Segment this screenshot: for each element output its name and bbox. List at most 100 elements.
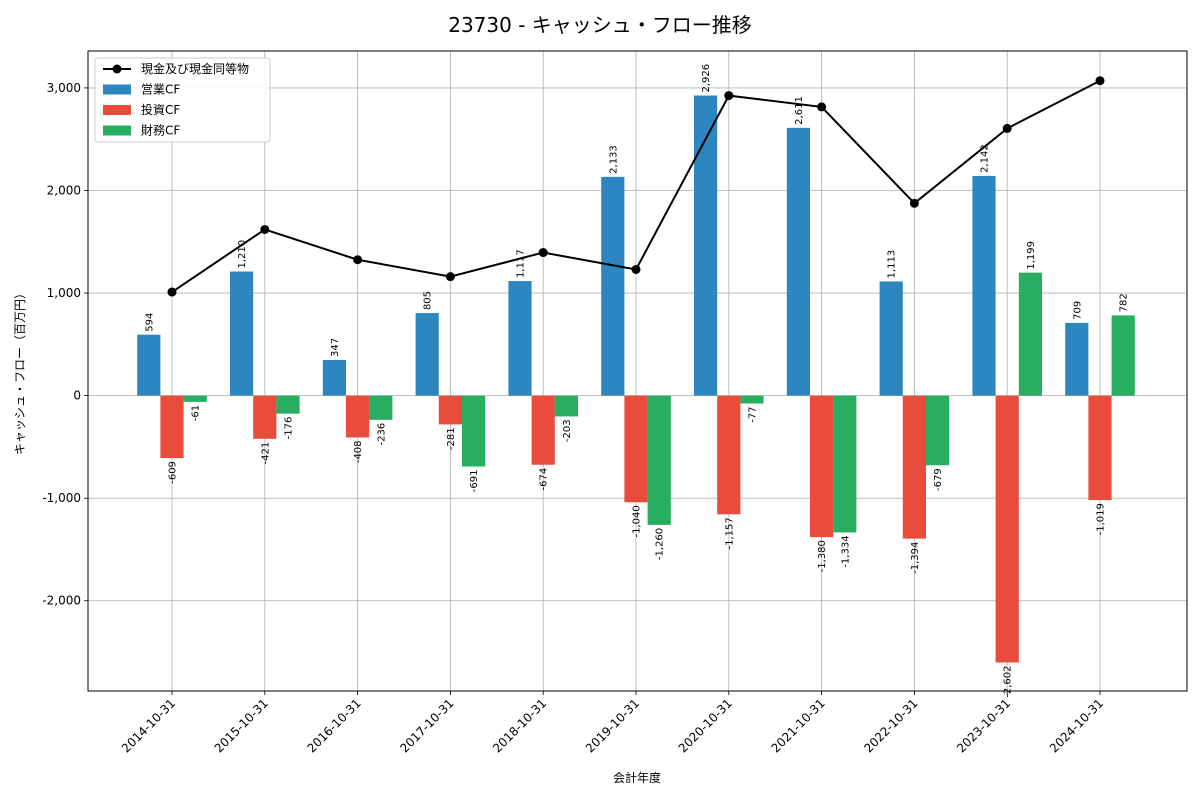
bar-value-label: -77: [748, 407, 759, 423]
cash-point-2015-10-31: [260, 224, 270, 234]
legend-label: 営業CF: [141, 83, 180, 97]
bar-value-label: -1,260: [655, 528, 666, 560]
cash-point-2018-10-31: [538, 248, 548, 258]
bar-営業CF-2017-10-31: [415, 313, 439, 396]
bar-value-label: -674: [539, 468, 550, 491]
x-tick-label: 2018-10-31: [490, 696, 549, 755]
cash-point-2017-10-31: [445, 272, 455, 282]
bar-投資CF-2016-10-31: [346, 395, 370, 438]
bar-value-label: 1,199: [1026, 241, 1037, 270]
y-tick-label: 3,000: [47, 81, 81, 95]
bar-value-label: -236: [376, 423, 387, 446]
bar-営業CF-2016-10-31: [322, 360, 346, 396]
bar-財務CF-2019-10-31: [647, 395, 671, 525]
x-axis-label: 会計年度: [613, 770, 661, 785]
legend-color-swatch: [103, 125, 131, 136]
bar-財務CF-2014-10-31: [183, 395, 207, 402]
bar-value-label: 2,926: [701, 64, 712, 93]
bar-value-label: 805: [423, 291, 434, 310]
cash-point-2016-10-31: [353, 255, 363, 265]
bar-value-label: 709: [1072, 301, 1083, 320]
plot-frame: [87, 50, 1188, 692]
bar-value-label: -1,334: [840, 535, 851, 567]
bar-labels-layer: 594 1,210 347 805 1,117 2,133 2,926 2,611 1,113 2…: [144, 64, 1129, 698]
bar-財務CF-2021-10-31: [833, 395, 857, 533]
legend-label: 財務CF: [141, 123, 180, 138]
y-tick-label: 1,000: [47, 286, 81, 300]
cash-point-2014-10-31: [167, 287, 177, 297]
y-axis-label: キャッシュ・フロー（百万円）: [13, 287, 27, 455]
cash-point-2023-10-31: [1002, 123, 1012, 133]
x-tick-label: 2016-10-31: [305, 696, 364, 755]
bars-layer: [137, 95, 1135, 663]
x-tick-label: 2014-10-31: [119, 696, 178, 755]
bar-投資CF-2019-10-31: [624, 395, 648, 503]
bar-value-label: 347: [330, 338, 341, 357]
bar-投資CF-2017-10-31: [438, 395, 462, 425]
bar-value-label: 2,142: [980, 144, 991, 173]
x-tick-label: 2019-10-31: [583, 696, 642, 755]
y-tick-label: -2,000: [42, 594, 81, 608]
bar-value-label: 594: [144, 313, 155, 332]
cash-point-2022-10-31: [909, 198, 919, 208]
x-tick-label: 2015-10-31: [212, 696, 271, 755]
bar-value-label: 1,117: [516, 249, 527, 278]
bar-財務CF-2015-10-31: [276, 395, 300, 414]
bar-営業CF-2019-10-31: [601, 176, 625, 396]
bar-財務CF-2024-10-31: [1111, 315, 1135, 396]
bar-投資CF-2023-10-31: [995, 395, 1019, 663]
bar-投資CF-2015-10-31: [253, 395, 277, 439]
x-tick-label: 2023-10-31: [954, 696, 1013, 755]
legend-box: [94, 57, 271, 143]
bar-投資CF-2018-10-31: [531, 395, 555, 465]
y-tick-label: 2,000: [47, 183, 81, 197]
cash-point-2020-10-31: [724, 91, 734, 101]
bar-財務CF-2020-10-31: [740, 395, 764, 404]
y-tick-label: 0: [73, 389, 81, 403]
bar-value-label: -1,394: [910, 542, 921, 574]
bar-投資CF-2014-10-31: [160, 395, 184, 459]
bar-財務CF-2018-10-31: [554, 395, 578, 417]
cash-point-2019-10-31: [631, 264, 641, 274]
x-tick-label: 2021-10-31: [769, 696, 828, 755]
bar-財務CF-2017-10-31: [462, 395, 486, 467]
bar-value-label: 1,210: [237, 240, 248, 269]
bar-value-label: -609: [168, 461, 179, 484]
bar-value-label: -1,019: [1096, 503, 1107, 535]
bar-投資CF-2020-10-31: [717, 395, 741, 515]
bar-value-label: 2,611: [794, 96, 805, 125]
bar-財務CF-2022-10-31: [926, 395, 950, 466]
bar-value-label: -61: [191, 405, 202, 421]
bar-営業CF-2022-10-31: [879, 281, 903, 396]
legend-color-swatch: [103, 105, 131, 115]
cash-point-2021-10-31: [817, 102, 827, 112]
bar-value-label: -691: [469, 469, 480, 492]
y-tick-label: -1,000: [42, 491, 81, 505]
bar-value-label: -2,602: [1003, 665, 1014, 697]
bar-営業CF-2018-10-31: [508, 281, 532, 396]
cash-point-2024-10-31: [1095, 76, 1105, 86]
cash-line-layer: [167, 76, 1105, 297]
legend-label: 現金及び現金同等物: [141, 61, 249, 76]
x-tick-label: 2020-10-31: [676, 696, 735, 755]
bar-value-label: -408: [353, 440, 364, 463]
bar-value-label: -1,157: [724, 517, 735, 549]
bar-財務CF-2023-10-31: [1018, 272, 1042, 396]
chart-title: 23730 - キャッシュ・フロー推移: [448, 13, 752, 37]
bar-value-label: -421: [260, 442, 271, 465]
bar-value-label: -1,380: [817, 540, 828, 572]
bar-営業CF-2020-10-31: [694, 95, 718, 396]
x-tick-label: 2022-10-31: [861, 696, 920, 755]
legend-marker-swatch: [112, 64, 122, 74]
bar-value-label: 782: [1119, 293, 1130, 312]
bar-営業CF-2023-10-31: [972, 175, 996, 396]
bar-営業CF-2014-10-31: [137, 334, 161, 396]
bar-投資CF-2022-10-31: [902, 395, 926, 539]
x-tick-label: 2017-10-31: [397, 696, 456, 755]
bar-value-label: -1,040: [632, 505, 643, 537]
bar-value-label: -203: [562, 419, 573, 442]
bar-投資CF-2021-10-31: [810, 395, 834, 538]
